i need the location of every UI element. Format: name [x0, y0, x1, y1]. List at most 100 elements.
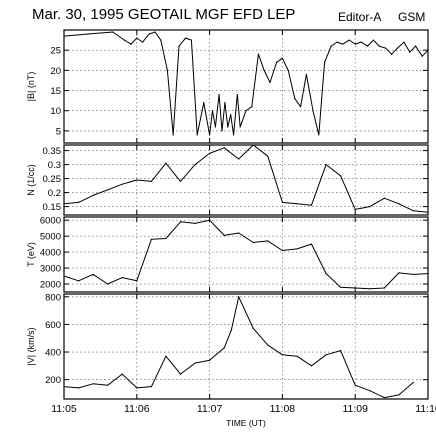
panel-3-y-tick-label: 2000: [40, 280, 61, 291]
panel-3-y-tick-label: 6000: [40, 216, 61, 227]
panel-3-data-point: [63, 275, 65, 277]
panel-2-data-point: [179, 180, 182, 182]
panel-4-data-point: [340, 350, 342, 352]
panel-4-y-tick-label: 800: [45, 292, 61, 303]
panel-2-data-point: [238, 158, 240, 160]
panel-4-data-point: [223, 347, 225, 349]
panel-1-data-point: [112, 31, 114, 33]
panel-4-data-point: [63, 385, 65, 388]
panel-1-data-point: [218, 93, 220, 96]
panel-2-y-tick-label: 0.15: [43, 202, 62, 213]
panel-1-data-point: [396, 47, 399, 49]
panel-4-data-point: [121, 373, 123, 375]
panel-2-y-tick-label: 0.2: [48, 188, 61, 199]
panel-1-series-line: [63, 31, 429, 136]
panel-3-data-point: [179, 221, 182, 223]
panel-3-data-point: [383, 287, 385, 289]
panel-4-data-point: [107, 384, 109, 386]
panel-3-y-tick-label: 5000: [40, 232, 61, 243]
panel-1-frame: [63, 29, 429, 144]
panel-1-data-point: [409, 51, 411, 53]
panel-2-data-point: [383, 197, 385, 199]
panel-3-data-point: [267, 240, 269, 242]
panel-1-data-point: [287, 69, 289, 71]
panel-4-data-point: [92, 383, 94, 385]
panel-4-y-tick-label: 200: [45, 375, 61, 386]
panel-1-data-point: [305, 73, 308, 75]
panel-2-series-line: [63, 144, 429, 213]
panel-1-data-point: [221, 130, 223, 132]
panel-4-data-point: [136, 387, 138, 389]
panel-3-series-line: [63, 219, 429, 290]
panel-2-y-axis-label: N (1/cc): [26, 164, 36, 196]
panel-4-data-point: [179, 373, 182, 375]
coordinate-system-label: GSM: [398, 10, 426, 24]
panel-2-y-tick-label: 0.35: [43, 146, 62, 157]
panel-1-data-point: [372, 39, 374, 41]
x-tick-label: 11:06: [124, 403, 150, 415]
panel-3-y-tick-label: 4000: [40, 248, 61, 259]
x-tick-label: 11:09: [342, 403, 368, 415]
panel-2-data-point: [427, 211, 429, 213]
panel-4-data-point: [77, 387, 80, 389]
panel-1-data-point: [172, 134, 174, 136]
x-axis-label: TIME (UT): [226, 418, 266, 428]
panel-4-data-point: [369, 390, 371, 392]
panel-1-data-point: [166, 69, 168, 71]
panel-3-data-point: [340, 286, 342, 288]
panel-3-data-point: [398, 272, 400, 274]
panel-1-data-point: [391, 53, 393, 55]
panel-1-data-point: [87, 33, 89, 35]
panel-4-y-tick-label: 400: [45, 348, 61, 359]
panel-4-data-point: [281, 354, 283, 356]
panel-3-data-point: [92, 273, 94, 276]
panel-4-data-point: [194, 362, 196, 364]
panel-1-data-point: [330, 45, 332, 47]
x-tick-label: 11:07: [197, 403, 223, 415]
panel-1-data-point: [142, 41, 144, 43]
panel-3-data-point: [310, 243, 313, 245]
panel-1-data-point: [239, 126, 241, 128]
panel-1-data-point: [403, 41, 405, 43]
panel-1-data-point: [312, 110, 314, 112]
panel-2-data-point: [267, 155, 269, 157]
panel-4-data-point: [150, 385, 152, 388]
panel-1-data-point: [184, 37, 187, 39]
panel-1-y-tick-label: 20: [50, 66, 61, 77]
panel-4-y-tick-label: 600: [45, 320, 61, 331]
panel-1-data-point: [203, 102, 205, 104]
panel-3-data-point: [296, 248, 298, 250]
panel-3-data-point: [238, 232, 240, 234]
panel-3-data-point: [107, 283, 109, 285]
panel-1-data-point: [130, 43, 132, 45]
panel-1-data-point: [190, 39, 192, 41]
panel-1-data-point: [136, 37, 138, 39]
panel-1-data-point: [160, 39, 162, 41]
panel-2-frame: [63, 144, 429, 216]
panel-1-data-point: [342, 43, 344, 45]
panel-3-data-point: [325, 273, 327, 275]
x-tick-label: 11:10: [415, 403, 436, 415]
panel-3-data-point: [165, 237, 167, 240]
panel-3-data-point: [369, 288, 371, 290]
panel-1-y-axis-label: |B| (nT): [26, 72, 36, 102]
panel-2-data-point: [354, 208, 356, 210]
panel-1-data-point: [378, 45, 380, 47]
panel-2-data-point: [398, 203, 400, 205]
panel-1-data-point: [385, 47, 387, 49]
panel-2-data-point: [150, 180, 152, 182]
panel-1-data-point: [294, 98, 296, 100]
panel-1-data-point: [214, 126, 217, 128]
panel-1-y-tick-label: 5: [56, 126, 61, 137]
panel-1-data-point: [123, 39, 126, 41]
panel-3-data-point: [77, 280, 80, 282]
panel-1-data-point: [230, 114, 232, 116]
panel-1-data-point: [281, 57, 283, 59]
panel-3-frame: [63, 216, 429, 293]
panel-3-y-axis-label: T (eV): [26, 242, 36, 267]
panel-4-data-point: [383, 397, 385, 399]
panel-1-data-point: [324, 61, 326, 63]
panel-4-data-point: [238, 296, 240, 298]
panel-3-data-point: [281, 249, 283, 252]
